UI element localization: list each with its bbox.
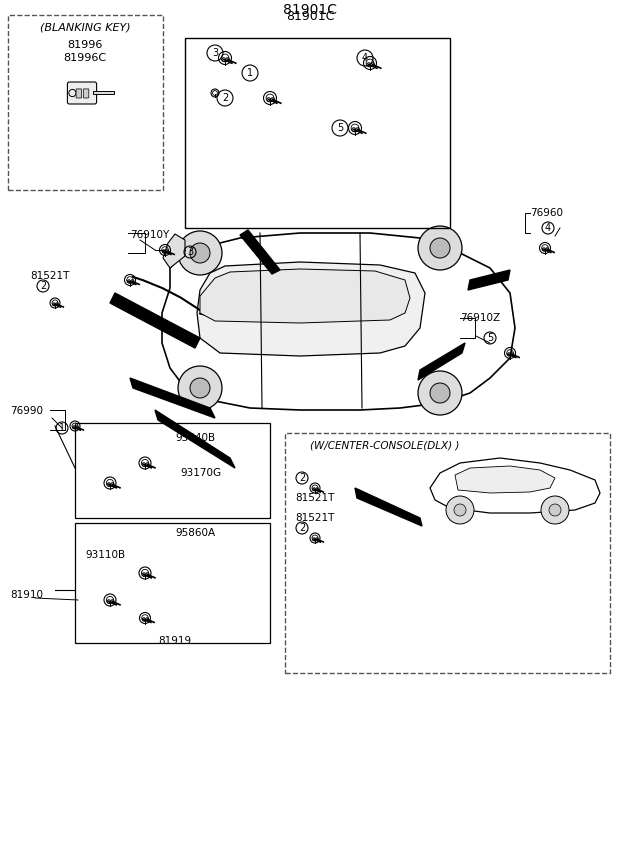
Text: 81521T: 81521T — [295, 513, 334, 523]
Polygon shape — [130, 378, 215, 418]
Text: 3: 3 — [187, 247, 193, 257]
Polygon shape — [92, 92, 115, 94]
Polygon shape — [110, 293, 200, 348]
Text: 3: 3 — [212, 48, 218, 58]
Text: 95440B: 95440B — [175, 433, 215, 443]
FancyBboxPatch shape — [76, 89, 82, 98]
Text: 2: 2 — [40, 281, 46, 291]
Text: 1: 1 — [59, 423, 65, 433]
Polygon shape — [155, 410, 235, 468]
Polygon shape — [468, 270, 510, 290]
Text: 93170G: 93170G — [180, 468, 221, 478]
Text: 1: 1 — [247, 68, 253, 78]
Polygon shape — [200, 269, 410, 323]
Text: 4: 4 — [545, 223, 551, 233]
Polygon shape — [418, 343, 465, 380]
FancyBboxPatch shape — [68, 82, 97, 104]
Text: 76910Y: 76910Y — [130, 230, 169, 240]
Text: 95860A: 95860A — [175, 528, 215, 538]
Text: 76960: 76960 — [530, 208, 563, 218]
Text: (W/CENTER-CONSOLE(DLX) ): (W/CENTER-CONSOLE(DLX) ) — [310, 440, 459, 450]
Text: 81996C: 81996C — [63, 53, 107, 63]
Text: 81901C: 81901C — [283, 3, 337, 17]
Text: 93110B: 93110B — [85, 550, 125, 560]
Text: 5: 5 — [337, 123, 343, 133]
Text: 76990: 76990 — [10, 406, 43, 416]
Text: 81910: 81910 — [10, 590, 43, 600]
Text: (BLANKING KEY): (BLANKING KEY) — [40, 23, 130, 33]
Polygon shape — [455, 466, 555, 493]
Circle shape — [549, 504, 561, 516]
Text: 2: 2 — [299, 473, 305, 483]
Text: 81901C: 81901C — [286, 10, 334, 23]
Polygon shape — [240, 230, 280, 274]
Circle shape — [430, 383, 450, 403]
Polygon shape — [430, 458, 600, 513]
Text: 2: 2 — [222, 93, 228, 103]
Circle shape — [454, 504, 466, 516]
Text: 4: 4 — [362, 53, 368, 63]
Circle shape — [190, 378, 210, 398]
Polygon shape — [162, 233, 515, 410]
Circle shape — [178, 231, 222, 275]
Circle shape — [190, 243, 210, 263]
Text: 81919: 81919 — [159, 636, 192, 646]
Text: 5: 5 — [487, 333, 493, 343]
Text: 81996: 81996 — [68, 40, 103, 50]
Circle shape — [430, 238, 450, 258]
Text: 76910Z: 76910Z — [460, 313, 500, 323]
Text: 2: 2 — [299, 523, 305, 533]
Circle shape — [418, 371, 462, 415]
Text: 81521T: 81521T — [295, 493, 334, 503]
Polygon shape — [197, 262, 425, 356]
Polygon shape — [163, 234, 185, 268]
Circle shape — [178, 366, 222, 410]
Polygon shape — [355, 488, 422, 526]
Circle shape — [541, 496, 569, 524]
Circle shape — [418, 226, 462, 270]
Circle shape — [446, 496, 474, 524]
Text: 81521T: 81521T — [30, 271, 69, 281]
FancyBboxPatch shape — [83, 89, 89, 98]
